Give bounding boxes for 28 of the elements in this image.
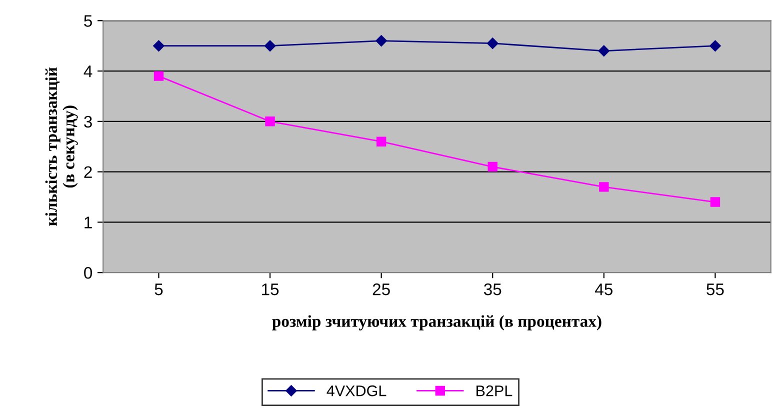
point: [710, 40, 721, 52]
y-tick-label: 4: [84, 66, 92, 78]
x-tick-label: 25: [372, 283, 390, 296]
point: [154, 71, 164, 81]
point: [376, 136, 386, 146]
point: [376, 35, 387, 46]
legend-label: 4VXDGL: [326, 385, 386, 396]
point: [710, 197, 720, 207]
y-tick-label: 0: [84, 266, 92, 279]
y-tick-label: 3: [84, 116, 92, 128]
point: [488, 162, 498, 172]
point: [598, 45, 610, 56]
x-tick-label: 55: [706, 284, 724, 296]
x-tick-label: 45: [595, 284, 612, 296]
y-tick-label: 5: [84, 15, 92, 27]
x-axis-title: розмір зчитуючих транзакцій (в процентах): [272, 315, 602, 330]
y-tick-label: 2: [84, 166, 92, 178]
point: [153, 40, 164, 52]
x-tick-label: 35: [484, 283, 502, 296]
point: [265, 116, 275, 126]
legend-label: B2PL: [476, 385, 512, 396]
point: [599, 182, 609, 192]
x-tick-label: 15: [262, 284, 279, 296]
y-axis-title: кількість транзакцій (в секунду): [45, 67, 78, 226]
y-tick-label: 1: [84, 216, 92, 228]
point: [264, 40, 276, 52]
x-tick-label: 5: [154, 284, 163, 296]
point: [487, 38, 498, 49]
